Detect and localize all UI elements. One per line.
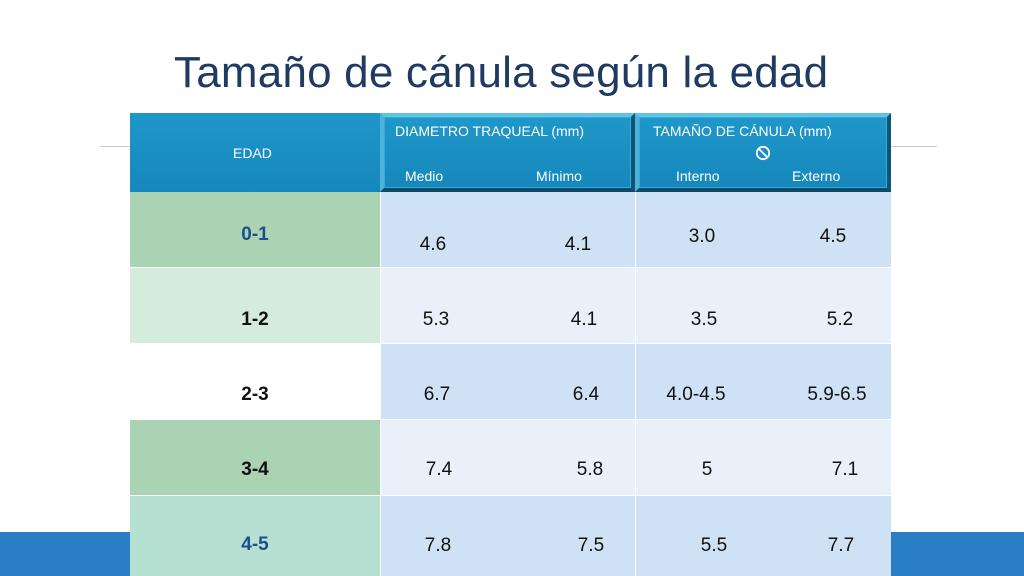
table-row-edad-cell xyxy=(130,495,380,576)
table-cell-medio: 4.6 xyxy=(419,234,447,255)
table-cell-minimo: 4.1 xyxy=(564,234,592,255)
table-cell-externo: 7.7 xyxy=(827,535,855,556)
header-diametro-cell: DIAMETRO TRAQUEAL (mm) Medio Mínimo xyxy=(380,113,635,192)
table-cell-medio: 5.3 xyxy=(422,309,450,330)
header-canula-title: TAMAÑO DE CÁNULA (mm) xyxy=(653,123,832,139)
table-cell-externo: 7.1 xyxy=(831,459,859,480)
table-cell-minimo: 4.1 xyxy=(570,309,598,330)
table-row-edad-cell xyxy=(130,419,380,495)
header-edad-cell: EDAD xyxy=(130,113,380,192)
table-cell-edad: 0-1 xyxy=(241,224,269,245)
table-cell-edad: 1-2 xyxy=(241,309,269,330)
table-cell-medio: 7.4 xyxy=(425,459,453,480)
table-cell-interno: 5.5 xyxy=(700,535,728,556)
slide-title: Tamaño de cánula según la edad xyxy=(174,48,829,97)
table-cell-interno: 4.0-4.5 xyxy=(666,384,726,405)
table-row-edad-cell xyxy=(130,192,380,267)
table-cell-edad: 4-5 xyxy=(241,534,269,555)
table-cell-edad: 3-4 xyxy=(241,459,269,480)
table-row-edad-cell xyxy=(130,343,380,419)
header-interno-label: Interno xyxy=(676,168,720,184)
header-minimo-label: Mínimo xyxy=(536,168,582,184)
title-underline-left xyxy=(100,146,130,147)
table-cell-externo: 5.9-6.5 xyxy=(807,384,867,405)
table-cell-externo: 4.5 xyxy=(819,226,847,247)
table-cell-minimo: 7.5 xyxy=(577,535,605,556)
title-underline-right xyxy=(891,146,937,147)
column-divider xyxy=(380,192,381,576)
row-divider xyxy=(130,343,891,344)
table-cell-interno: 5 xyxy=(701,459,713,480)
table-cell-edad: 2-3 xyxy=(241,384,269,405)
column-divider xyxy=(635,192,636,576)
table-cell-interno: 3.5 xyxy=(690,309,718,330)
header-externo-label: Externo xyxy=(792,168,841,184)
header-diametro-title: DIAMETRO TRAQUEAL (mm) xyxy=(395,123,585,139)
table-cell-medio: 6.7 xyxy=(423,384,451,405)
table-cell-interno: 3.0 xyxy=(688,226,716,247)
row-divider xyxy=(130,495,891,496)
table-cell-minimo: 5.8 xyxy=(576,459,604,480)
header-medio-label: Medio xyxy=(405,168,444,184)
table-cell-minimo: 6.4 xyxy=(572,384,600,405)
row-divider xyxy=(130,267,891,268)
cannula-size-table: EDAD DIAMETRO TRAQUEAL (mm) Medio Mínimo… xyxy=(130,113,891,576)
prohibited-circle-icon xyxy=(755,145,771,161)
row-divider xyxy=(130,419,891,420)
header-edad-label: EDAD xyxy=(233,145,272,161)
header-canula-cell: TAMAÑO DE CÁNULA (mm) Interno Externo xyxy=(635,113,891,192)
table-cell-externo: 5.2 xyxy=(826,309,854,330)
table-cell-medio: 7.8 xyxy=(424,535,452,556)
table-row-edad-cell xyxy=(130,267,380,343)
